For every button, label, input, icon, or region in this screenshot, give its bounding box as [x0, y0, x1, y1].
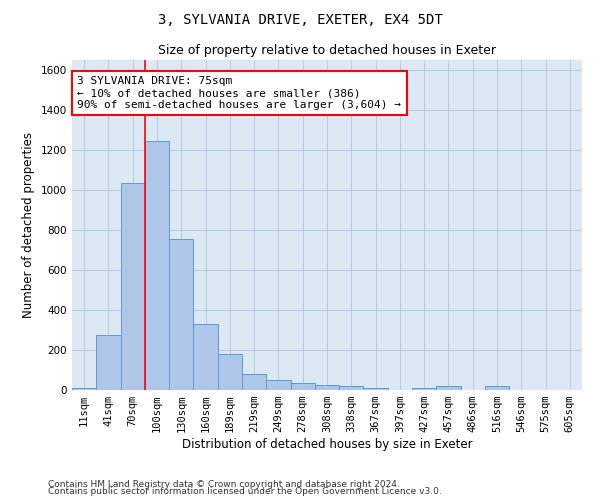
Bar [96, 335, 121, 390]
Text: 3, SYLVANIA DRIVE, EXETER, EX4 5DT: 3, SYLVANIA DRIVE, EXETER, EX4 5DT [158, 12, 442, 26]
Bar [290, 383, 315, 390]
Bar [145, 141, 169, 390]
Bar [364, 388, 388, 390]
Bar [193, 324, 218, 390]
Text: Contains public sector information licensed under the Open Government Licence v3: Contains public sector information licen… [48, 488, 442, 496]
Title: Size of property relative to detached houses in Exeter: Size of property relative to detached ho… [158, 44, 496, 58]
Bar [169, 239, 193, 390]
Bar [485, 386, 509, 390]
Bar [266, 380, 290, 390]
Bar [436, 386, 461, 390]
Bar [315, 385, 339, 390]
Bar [218, 354, 242, 390]
Text: 3 SYLVANIA DRIVE: 75sqm
← 10% of detached houses are smaller (386)
90% of semi-d: 3 SYLVANIA DRIVE: 75sqm ← 10% of detache… [77, 76, 401, 110]
Bar [72, 388, 96, 390]
X-axis label: Distribution of detached houses by size in Exeter: Distribution of detached houses by size … [182, 438, 472, 451]
Bar [412, 388, 436, 390]
Bar [339, 386, 364, 390]
Bar [121, 183, 145, 390]
Text: Contains HM Land Registry data © Crown copyright and database right 2024.: Contains HM Land Registry data © Crown c… [48, 480, 400, 489]
Bar [242, 374, 266, 390]
Y-axis label: Number of detached properties: Number of detached properties [22, 132, 35, 318]
